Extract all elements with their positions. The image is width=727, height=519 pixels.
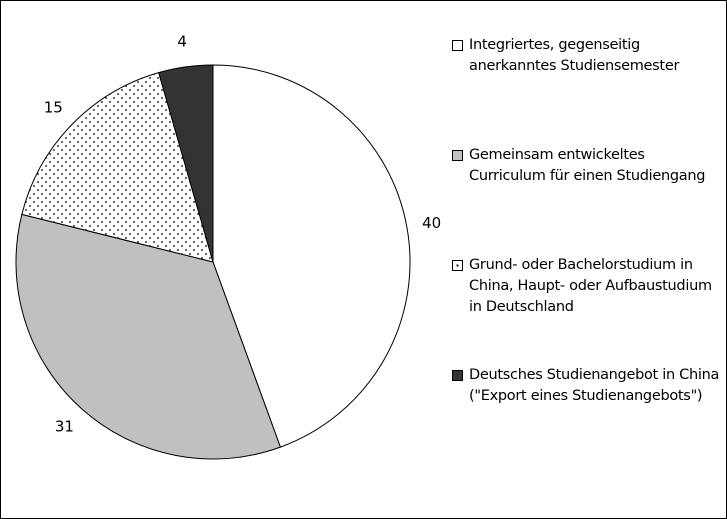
legend-label: Gemeinsam entwickeltes Curriculum für ei…: [469, 147, 706, 184]
data-label: 4: [177, 33, 187, 51]
legend-swatch: [452, 150, 463, 161]
legend-item: Integriertes, gegenseitig anerkanntes St…: [452, 35, 720, 77]
data-label: 15: [44, 98, 63, 116]
data-label: 31: [55, 417, 74, 435]
legend-swatch: [452, 260, 463, 271]
legend-label: Grund- oder Bachelorstudium in China, Ha…: [469, 257, 712, 315]
legend-swatch: [452, 40, 463, 51]
legend-label: Deutsches Studienangebot in China ("Expo…: [469, 367, 720, 404]
pie-slice: [15, 213, 282, 460]
data-label: 40: [422, 214, 441, 232]
pie-slice: [158, 64, 214, 263]
legend-item: Gemeinsam entwickeltes Curriculum für ei…: [452, 145, 720, 187]
legend-item: Grund- oder Bachelorstudium in China, Ha…: [452, 255, 720, 318]
legend-swatch: [452, 370, 463, 381]
legend-label: Integriertes, gegenseitig anerkanntes St…: [469, 37, 680, 74]
legend-item: Deutsches Studienangebot in China ("Expo…: [452, 365, 720, 407]
pie-slice: [21, 72, 214, 263]
pie-slice: [212, 64, 411, 448]
